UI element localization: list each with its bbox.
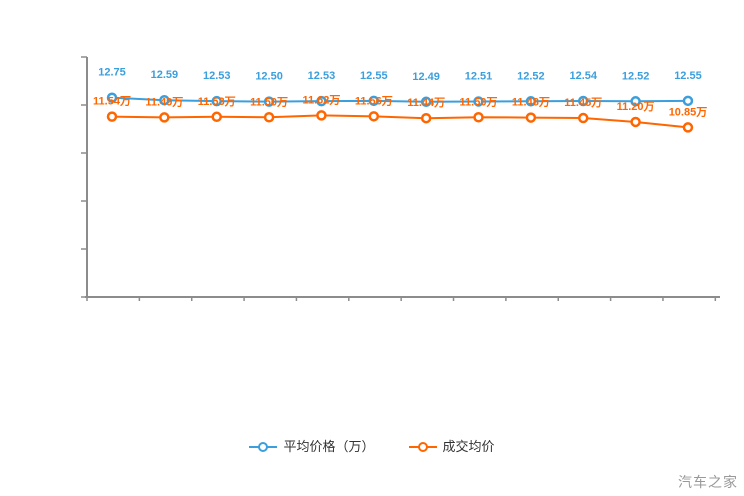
data-point-marker[interactable] bbox=[368, 111, 380, 122]
data-point-label: 12.50 bbox=[255, 71, 283, 83]
data-point-marker[interactable] bbox=[525, 96, 537, 107]
data-point-label: 12.53 bbox=[308, 70, 336, 82]
data-point-label: 11.48万 bbox=[512, 96, 550, 109]
data-point-label: 11.54万 bbox=[93, 95, 131, 108]
data-point-marker[interactable] bbox=[473, 112, 484, 123]
data-point-label: 11.45万 bbox=[564, 96, 602, 109]
data-point-label: 12.52 bbox=[517, 70, 545, 82]
data-point-marker[interactable] bbox=[211, 95, 222, 107]
data-point-marker[interactable] bbox=[525, 112, 537, 123]
data-point-marker[interactable] bbox=[316, 110, 327, 121]
legend-line-marker-icon bbox=[408, 440, 437, 454]
data-point-label: 12.52 bbox=[622, 70, 650, 82]
data-point-marker[interactable] bbox=[630, 116, 641, 128]
data-point-label: 11.62万 bbox=[302, 93, 340, 106]
legend-circle-marker bbox=[417, 442, 428, 452]
data-point-marker[interactable] bbox=[159, 112, 170, 123]
data-point-marker[interactable] bbox=[106, 92, 118, 103]
data-point-label: 12.55 bbox=[674, 70, 702, 82]
data-point-marker[interactable] bbox=[316, 95, 327, 107]
data-point-marker[interactable] bbox=[682, 95, 694, 107]
data-point-marker[interactable] bbox=[577, 112, 589, 124]
data-point-marker[interactable] bbox=[263, 112, 275, 123]
data-point-label: 12.55 bbox=[360, 70, 388, 82]
data-point-label: 12.49 bbox=[412, 71, 440, 83]
data-point-label: 11.50万 bbox=[460, 95, 498, 108]
data-point-marker[interactable] bbox=[159, 94, 170, 106]
data-point-label: 12.54 bbox=[569, 70, 597, 82]
data-point-marker[interactable] bbox=[473, 96, 484, 107]
data-point-label: 11.20万 bbox=[617, 100, 655, 113]
legend-item-avg-price[interactable]: 平均价格（万） bbox=[249, 439, 375, 454]
legend-label: 平均价格（万） bbox=[283, 439, 375, 454]
legend-line-marker-icon bbox=[249, 440, 278, 454]
data-point-marker[interactable] bbox=[420, 96, 432, 108]
data-point-label: 11.44万 bbox=[407, 96, 445, 109]
data-point-label: 12.51 bbox=[465, 70, 493, 82]
data-point-label: 10.85万 bbox=[669, 105, 708, 118]
data-point-marker[interactable] bbox=[211, 111, 222, 123]
watermark-autohome: 汽车之家 bbox=[678, 474, 738, 490]
data-point-label: 11.53万 bbox=[198, 95, 236, 108]
legend-item-deal-price[interactable]: 成交均价 bbox=[408, 439, 495, 454]
data-point-label: 11.56万 bbox=[355, 94, 393, 107]
data-point-label: 11.49万 bbox=[145, 95, 183, 108]
data-point-marker[interactable] bbox=[577, 95, 589, 107]
data-point-label: 12.75 bbox=[98, 67, 126, 79]
legend-circle-marker bbox=[258, 442, 269, 452]
series-line-deal-price bbox=[111, 114, 689, 129]
legend-label: 成交均价 bbox=[442, 439, 495, 454]
chart-legend: 平均价格（万） 成交均价 bbox=[0, 440, 744, 454]
data-point-marker[interactable] bbox=[263, 96, 275, 107]
data-point-marker[interactable] bbox=[368, 95, 380, 107]
data-point-marker[interactable] bbox=[420, 112, 432, 124]
data-point-label: 11.50万 bbox=[250, 95, 288, 108]
data-point-label: 12.53 bbox=[203, 70, 231, 82]
data-point-label: 12.59 bbox=[151, 69, 179, 81]
data-point-marker[interactable] bbox=[630, 96, 641, 107]
data-point-marker[interactable] bbox=[682, 122, 694, 133]
series-line-avg-price bbox=[111, 96, 688, 103]
data-point-marker[interactable] bbox=[106, 111, 118, 122]
